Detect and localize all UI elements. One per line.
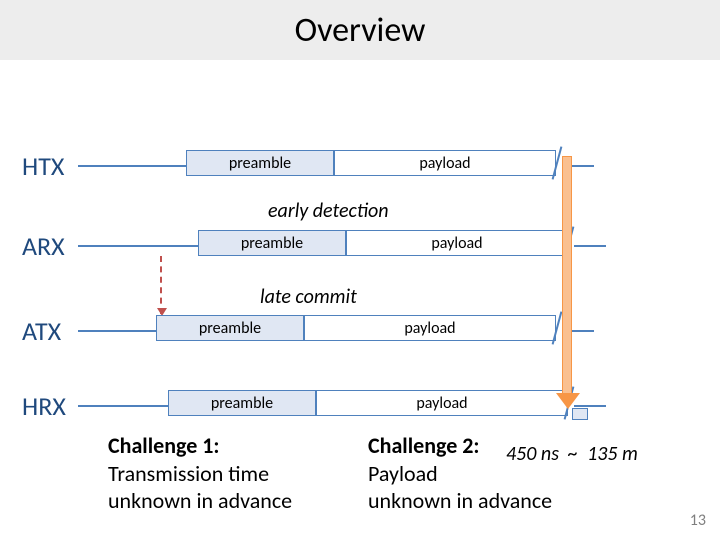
formula-tilde: ~ [568,442,578,466]
payload-text: payload [404,319,455,338]
challenge-2-line1: Payload [368,460,438,487]
challenge-2-line2: unknown in advance [368,487,552,514]
formula: 450 ns ~ 135 m [506,442,638,466]
cell-payload: payload [304,315,556,341]
challenge-1-line2: unknown in advance [108,487,292,514]
row-label-arx: ARX [22,230,65,262]
challenge-2-title: Challenge 2: [368,432,479,459]
payload-text: payload [416,394,467,413]
row-line [78,405,168,407]
preamble-text: preamble [199,319,261,338]
preamble-text: preamble [211,394,273,413]
row-label-atx: ATX [22,315,61,347]
row-htx: HTX preamble payload [0,150,720,180]
page-number: 13 [690,511,706,530]
arrow-early-to-commit [160,256,162,314]
end-marker [572,408,588,420]
challenge-1-line1: Transmission time [108,460,269,487]
row-line [78,330,156,332]
payload-text: payload [431,234,482,253]
cell-preamble: preamble [186,150,334,176]
cell-payload: payload [316,390,568,416]
formula-lhs: 450 ns [506,442,559,466]
annotation-late-commit: late commit [260,285,357,309]
row-line [574,245,606,247]
cell-payload: payload [346,230,568,256]
challenge-1-title: Challenge 1: [108,432,219,459]
formula-rhs: 135 m [587,442,638,466]
annotation-early-detection: early detection [268,199,389,223]
cell-payload: payload [334,150,556,176]
row-atx: ATX preamble payload [0,315,720,345]
page-title: Overview [0,0,720,60]
payload-text: payload [419,154,470,173]
row-label-htx: HTX [22,150,64,182]
row-line [78,165,186,167]
arrow-payload-carry [562,156,572,396]
cell-preamble: preamble [198,230,346,256]
row-hrx: HRX preamble payload [0,390,720,420]
challenge-1: Challenge 1: Transmission time unknown i… [108,432,292,515]
cell-preamble: preamble [156,315,304,341]
preamble-text: preamble [229,154,291,173]
cell-preamble: preamble [168,390,316,416]
row-label-hrx: HRX [22,390,66,422]
row-arx: ARX preamble payload [0,230,720,260]
preamble-text: preamble [241,234,303,253]
row-line [78,245,198,247]
